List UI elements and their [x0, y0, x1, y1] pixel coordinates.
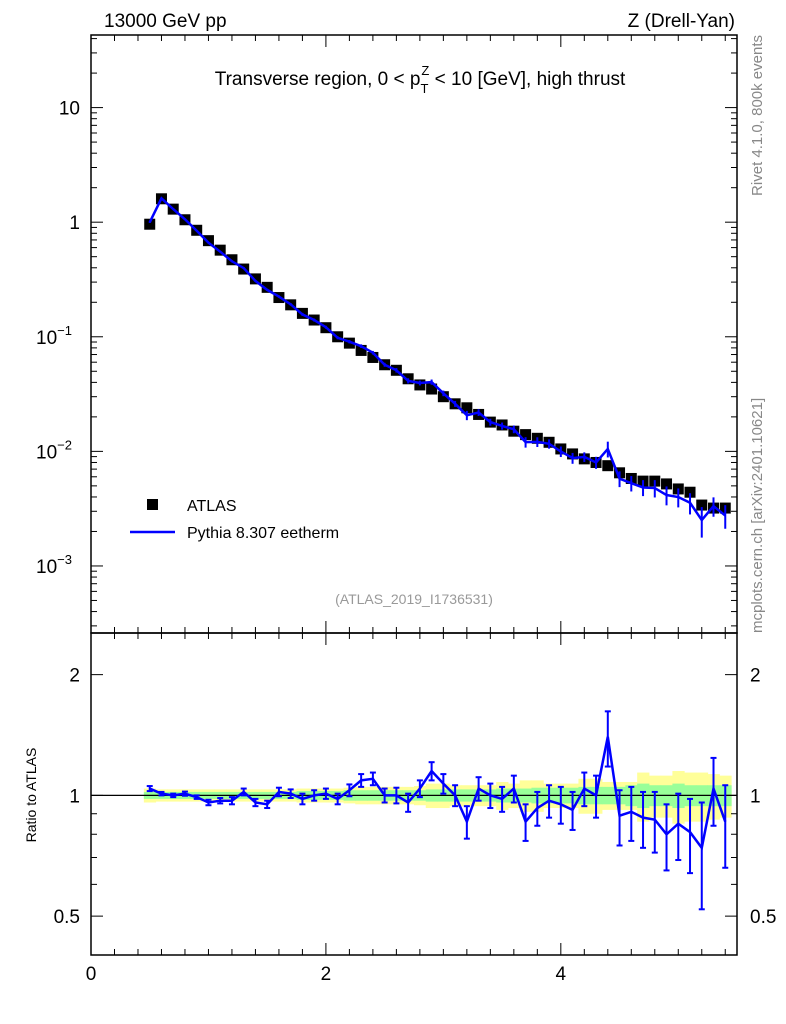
legend-atlas-label: ATLAS [187, 498, 237, 515]
atlas-point [367, 351, 379, 363]
ratio-y-tick-label-right: 0.5 [750, 907, 776, 928]
y-tick-exponent: −1 [57, 323, 72, 338]
title-superscript: Z [421, 63, 429, 78]
atlas-point [249, 273, 261, 285]
ratio-y-tick-label: 0.5 [54, 907, 80, 928]
ratio-frame [90, 632, 738, 956]
atlas-point [520, 429, 532, 441]
main-frame [90, 34, 738, 634]
ratio-ylabel: Ratio to ATLAS [23, 748, 39, 843]
header-right: Z (Drell-Yan) [628, 11, 735, 32]
atlas-point [461, 402, 473, 414]
atlas-point [661, 478, 673, 490]
atlas-point [602, 460, 614, 472]
mcplots-label: mcplots.cern.ch [arXiv:2401.10621] [749, 398, 766, 633]
main-panel: 10 1 10−1 10−2 10−3 [36, 34, 738, 634]
title-text: Transverse region, 0 < p [215, 69, 421, 90]
legend-mc-label: Pythia 8.307 eetherm [187, 525, 339, 542]
atlas-point [684, 486, 696, 498]
title-text-end: < 10 [GeV], high thrust [429, 69, 626, 90]
legend: ATLAS Pythia 8.307 eetherm [130, 498, 339, 542]
y-tick-label: 10−3 [36, 552, 72, 578]
legend-atlas-marker [147, 499, 158, 510]
header-left: 13000 GeV pp [104, 11, 227, 32]
ratio-panel: 2 2 1 1 0.5 0.5 [54, 632, 776, 956]
x-axis: 0 2 4 [86, 35, 726, 985]
y-tick-label: 10−1 [36, 323, 72, 349]
atlas-point [261, 281, 273, 293]
atlas-point [696, 499, 708, 511]
ratio-y-tick-label: 2 [69, 666, 80, 687]
atlas-point [355, 344, 367, 356]
ratio-y-tick-label-right: 2 [750, 666, 761, 687]
ratio-y-tick-label-right: 1 [750, 786, 761, 807]
atlas-point [144, 218, 156, 230]
mc-ratio-line [149, 736, 727, 851]
y-tick-exponent: −2 [57, 437, 72, 452]
plot-title: Transverse region, 0 < pTZ < 10 [GeV], h… [215, 63, 626, 96]
atlas-point [202, 235, 214, 247]
rivet-version-label: Rivet 4.1.0, 800k events [749, 35, 766, 196]
x-tick-label: 4 [556, 964, 567, 985]
x-tick-label: 2 [321, 964, 332, 985]
analysis-label: (ATLAS_2019_I1736531) [335, 591, 493, 607]
y-tick-label: 1 [69, 213, 80, 234]
y-tick-label: 10 [59, 99, 80, 120]
title-subscript: T [420, 81, 428, 96]
y-tick-exponent: −3 [57, 552, 72, 567]
atlas-point [426, 383, 438, 395]
ratio-y-tick-label: 1 [69, 786, 80, 807]
mc-line [148, 196, 727, 523]
y-tick-label: 10−2 [36, 437, 72, 463]
atlas-point [437, 391, 449, 403]
x-tick-label: 0 [86, 964, 97, 985]
